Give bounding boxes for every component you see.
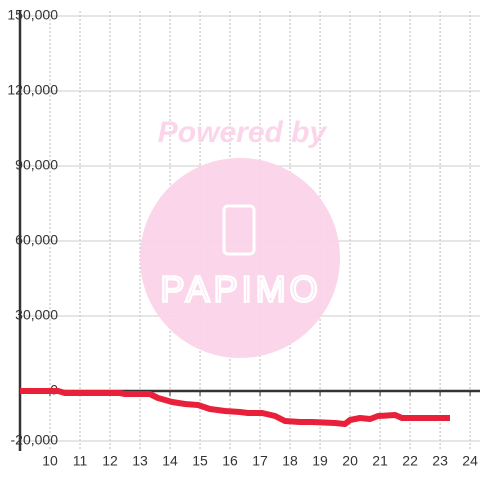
y-tick-label: 120,000 <box>7 82 58 98</box>
y-tick-label: 60,000 <box>15 232 58 248</box>
x-tick-label: 19 <box>312 453 328 469</box>
watermark-logo: PAPIMO <box>160 269 321 310</box>
x-tick-label: 23 <box>432 453 448 469</box>
x-tick-label: 21 <box>372 453 388 469</box>
x-tick-label: 13 <box>132 453 148 469</box>
x-tick-label: 24 <box>462 453 478 469</box>
x-tick-label: 12 <box>102 453 118 469</box>
x-tick-label: 15 <box>192 453 208 469</box>
x-tick-label: 10 <box>42 453 58 469</box>
y-tick-label: 30,000 <box>15 307 58 323</box>
watermark-circle <box>140 158 340 358</box>
x-tick-label: 11 <box>73 453 88 469</box>
x-tick-label: 14 <box>162 453 178 469</box>
x-tick-label: 17 <box>252 453 268 469</box>
watermark-text: Powered by <box>158 116 328 149</box>
data-line <box>20 388 450 427</box>
x-tick-label: 16 <box>222 453 238 469</box>
x-tick-label: 18 <box>282 453 298 469</box>
x-tick-label: 22 <box>402 453 418 469</box>
watermark: Powered by PAPIMO <box>140 116 340 358</box>
watermark-phone <box>222 204 256 256</box>
x-tick-label: 20 <box>342 453 358 469</box>
y-tick-label: 150,000 <box>7 7 58 23</box>
y-tick-label: 90,000 <box>15 157 58 173</box>
y-tick-label: -20,000 <box>11 432 59 448</box>
